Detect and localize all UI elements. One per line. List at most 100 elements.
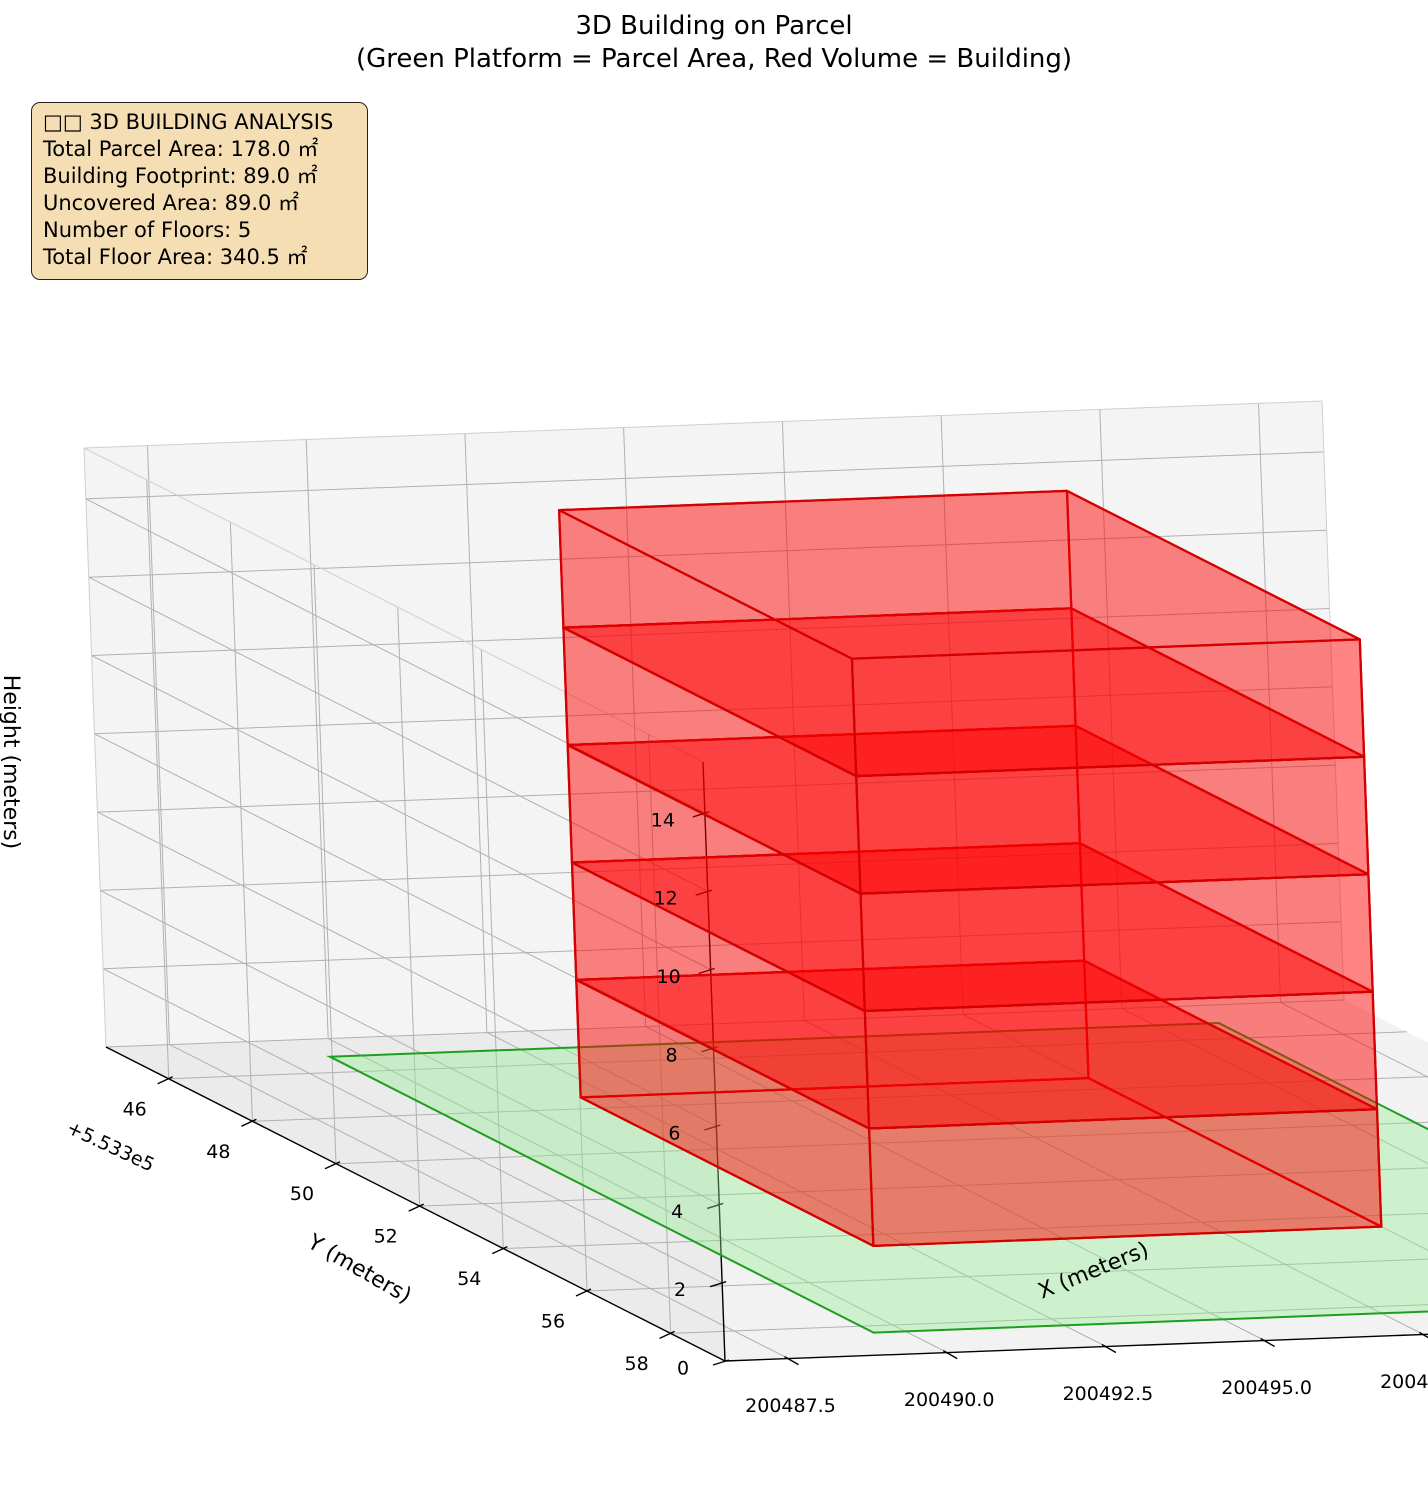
info-total-parcel-area: Total Parcel Area: 178.0 ㎡ [43,137,319,161]
floor-face-top [557,489,1361,660]
x-tick-label: 200495.0 [1221,1377,1312,1399]
grid-line-y-wall [648,734,672,1334]
floor-face-front [867,1108,1383,1248]
axis-lines [105,761,1428,1362]
z-tick-mark [695,889,712,896]
grid-line-x-wall [305,439,329,1039]
parcel-platform [326,1021,1428,1334]
z-tick-mark [709,1281,727,1288]
z-tick-mark [706,1202,724,1210]
x-tick-label: 200490.0 [904,1389,995,1411]
grid-line-y-wall [313,564,337,1164]
y-tick-mark [324,1161,341,1170]
chart-title: 3D Building on Parcel (Green Platform = … [0,10,1428,76]
grid-line-x-wall [464,433,488,1033]
z-tick-label: 4 [671,1201,683,1223]
info-number-of-floors: Number of Floors: 5 [43,218,252,242]
building-floor-2 [570,842,1379,1130]
y-tick-label: 56 [541,1311,565,1333]
grid-line-x-floor [804,1020,1424,1335]
y-tick-mark [157,1076,173,1085]
building-floor-3 [566,724,1374,1013]
x-tick-mark [784,1355,799,1366]
building-floor-4 [562,607,1370,895]
building-layer [557,489,1383,1248]
floor-face-front [855,755,1370,895]
y-tick-label: 58 [625,1353,649,1375]
z-axis-label: Height (meters) [0,675,23,850]
grid-line-y-floor [586,1258,1428,1292]
grid-line-y-wall [397,607,421,1207]
z-tick-label: 10 [657,966,681,988]
grid-line-z-right [91,608,1330,656]
z-tick-mark [692,811,710,818]
axis-panes [84,401,1428,1361]
y-tick-label: 46 [123,1098,147,1120]
grid-line-x-wall [147,445,170,1045]
y-tick-mark [408,1203,424,1212]
grid-line-z-left [94,733,714,1049]
y-tick-mark [241,1118,257,1127]
floor-face-front [863,990,1379,1130]
z-tick-label: 0 [677,1358,689,1380]
floor-face-front [850,638,1366,778]
building-floor-5 [557,489,1366,778]
pane-edge [1321,400,1345,1001]
grid-line-x-wall [1258,403,1281,1003]
chart-title-line-2: (Green Platform = Parcel Area, Red Volum… [355,44,1073,74]
y-tick-label: 54 [457,1268,481,1290]
grid-line-x-wall [781,421,805,1021]
z-tick-mark [704,1124,721,1131]
y-tick-mark [492,1245,508,1255]
grid-lines [83,400,1428,1362]
building-floor-1 [575,959,1383,1248]
x-tick-label: 200487.5 [745,1395,836,1417]
x-tick-label: 200492.5 [1063,1383,1154,1405]
info-box: □□ 3D BUILDING ANALYSIS Total Parcel Are… [31,102,368,280]
x-tick-mark [1419,1331,1428,1339]
info-heading: □□ 3D BUILDING ANALYSIS [43,110,334,134]
y-tick-label: 48 [206,1141,230,1163]
info-uncovered-area: Uncovered Area: 89.0 ㎡ [43,191,300,215]
grid-line-z-right [85,451,1324,500]
y-axis-line [105,1046,726,1362]
grid-line-z-left [102,968,723,1284]
grid-line-x-floor [486,1032,1107,1347]
grid-line-y-floor [335,1121,1428,1165]
z-tick-label: 14 [651,809,675,831]
grid-line-y-wall [480,649,504,1249]
grid-line-z-right [97,764,1336,813]
grid-line-z-right [94,686,1333,735]
y-tick-label: 52 [374,1226,398,1248]
grid-line-z-left [97,811,717,1127]
grid-line-x-floor [327,1038,948,1354]
z-tick-label: 2 [674,1279,686,1301]
grid-line-z-right [100,842,1339,891]
grid-line-z-right [105,999,1345,1048]
grid-line-x-floor [1121,1007,1428,1165]
grid-line-z-right [88,529,1327,578]
y-axis-label: Y (meters) [302,1229,415,1309]
x-tick-mark [1101,1343,1117,1354]
z-axis-line [702,761,726,1362]
tick-marks [157,811,1428,1366]
grid-line-x-wall [940,415,964,1015]
grid-line-y-wall [229,522,253,1122]
grid-line-z-left [88,576,708,892]
grid-line-y-floor [670,1304,1428,1334]
pane-edge [83,400,1323,449]
parcel-layer [326,1021,1428,1334]
tick-labels: 200487.5 200490.0 200492.5 200495.0 200497.5… [123,809,1428,1417]
z-tick-mark [698,967,715,975]
z-tick-label: 12 [654,888,678,910]
floor-face-front [859,873,1374,1013]
grid-line-y-floor [503,1212,1428,1250]
grid-line-z-left [99,889,720,1205]
grid-line-y-floor [168,1031,1407,1080]
grid-line-z-right [103,921,1342,970]
grid-line-y-floor [419,1167,1428,1207]
info-total-floor-area: Total Floor Area: 340.5 ㎡ [43,245,308,269]
info-building-footprint: Building Footprint: 89.0 ㎡ [43,164,318,188]
grid-line-x-floor [169,1044,789,1360]
